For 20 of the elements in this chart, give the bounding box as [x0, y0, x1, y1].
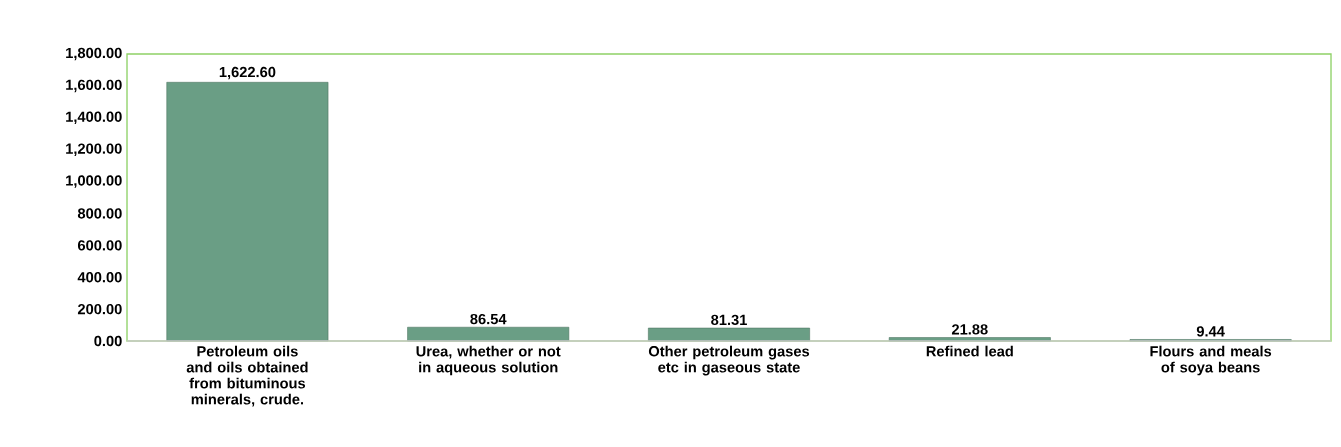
x-tick-label: Other petroleum gases etc in gaseous state — [648, 345, 810, 376]
y-tick-label: 1,800.00 — [66, 47, 122, 61]
y-tick-label: 600.00 — [77, 240, 122, 251]
y-tick-label: 1,400.00 — [66, 111, 122, 125]
y-tick-label: 0.00 — [94, 335, 122, 347]
data-label: 21.88 — [951, 324, 988, 335]
x-tick-label: Flours and meals of soya beans — [1150, 345, 1272, 376]
y-tick-label: 800.00 — [77, 208, 122, 219]
x-tick-label: Petroleum oils and oils obtained from bituminous minerals, crude. — [186, 345, 308, 407]
data-label: 81.31 — [711, 314, 747, 326]
data-label: 1,622.60 — [219, 66, 276, 80]
x-tick-label: Urea, whether or not in aqueous solution — [416, 345, 561, 376]
y-tick-label: 1,000.00 — [66, 175, 122, 188]
y-tick-label: 1,600.00 — [66, 79, 122, 93]
y-tick-label: 400.00 — [77, 272, 122, 283]
data-label: 9.44 — [1196, 326, 1225, 337]
x-tick-label: Refined lead — [926, 345, 1013, 357]
data-label: 86.54 — [470, 313, 507, 325]
y-tick-label: 1,200.00 — [66, 143, 122, 156]
y-tick-label: 200.00 — [77, 303, 122, 315]
